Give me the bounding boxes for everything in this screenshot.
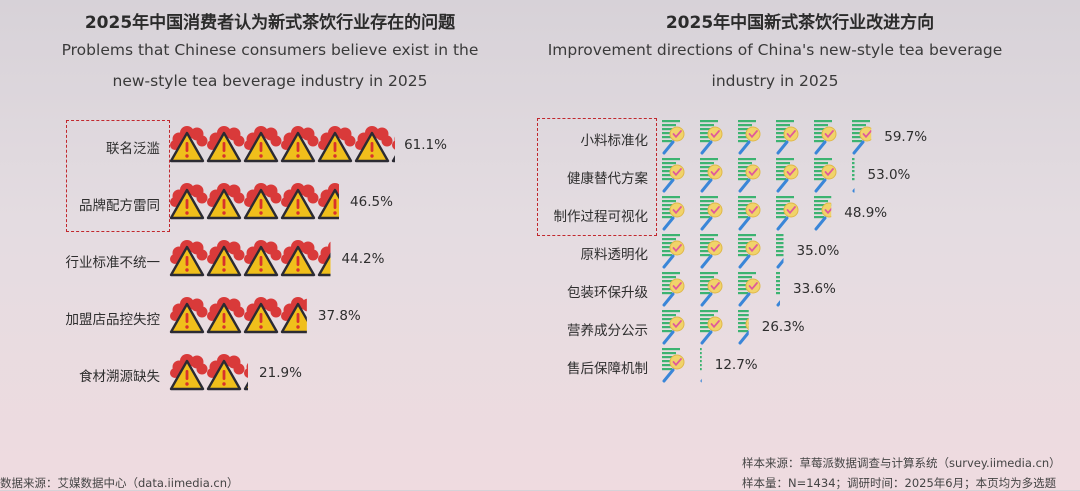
right-category-label: 健康替代方案 — [567, 171, 648, 187]
left-category-label: 品牌配方雷同 — [79, 198, 160, 214]
left-value-label: 46.5% — [350, 194, 393, 210]
warning-icon — [353, 124, 394, 163]
checklist-icon — [812, 156, 838, 193]
checklist-icon — [660, 308, 686, 345]
checklist-icon — [660, 232, 686, 269]
right-category-label: 原料透明化 — [580, 247, 649, 263]
left-category-label: 行业标准不统一 — [65, 255, 161, 271]
warning-icon — [279, 238, 320, 277]
left-chart-marks — [168, 124, 395, 391]
checklist-icon — [660, 346, 686, 383]
warning-icon — [168, 181, 209, 220]
checklist-icon — [660, 194, 686, 231]
warning-icon — [168, 124, 209, 163]
right-value-label: 53.0% — [867, 167, 911, 183]
left-chart-subtitle: Problems that Chinese consumers believe … — [61, 41, 479, 90]
checklist-icon — [812, 118, 838, 155]
left-value-label: 37.8% — [317, 308, 361, 324]
left-chart-title: 2025年中国消费者认为新式茶饮行业存在的问题 — [84, 13, 456, 33]
checklist-icon — [736, 270, 762, 307]
warning-icon — [242, 238, 283, 277]
warning-icon — [242, 124, 283, 163]
checklist-icon — [774, 232, 784, 269]
checklist-icon — [698, 194, 724, 231]
right-category-label: 营养成分公示 — [567, 323, 648, 339]
checklist-icon — [774, 118, 800, 155]
checklist-icon — [698, 308, 724, 345]
checklist-icon — [774, 156, 800, 193]
right-value-label: 26.3% — [761, 319, 805, 335]
right-value-label: 12.7% — [714, 357, 758, 373]
right-value-label: 48.9% — [844, 205, 888, 221]
warning-icon — [316, 124, 357, 163]
warning-icon — [205, 124, 246, 163]
checklist-icon — [774, 194, 800, 231]
checklist-icon — [698, 270, 724, 307]
footer-source-left: 数据来源：艾媒数据中心（data.iimedia.cn） — [0, 476, 239, 490]
footer-sample-source: 样本来源：草莓派数据调查与计算系统（survey.iimedia.cn） — [742, 456, 1061, 470]
right-value-label: 33.6% — [793, 281, 836, 297]
left-value-label: 21.9% — [259, 365, 302, 381]
right-category-label: 售后保障机制 — [567, 361, 648, 377]
warning-icon — [205, 238, 246, 277]
right-category-label: 包装环保升级 — [567, 285, 648, 301]
right-highlight-box — [537, 118, 657, 236]
warning-icon — [205, 181, 246, 220]
right-value-label: 35.0% — [796, 243, 840, 259]
checklist-icon — [660, 156, 686, 193]
checklist-icon — [736, 118, 762, 155]
checklist-icon — [736, 194, 762, 231]
right-chart-title: 2025年中国新式茶饮行业改进方向 — [665, 13, 935, 33]
checklist-icon — [698, 232, 724, 269]
checklist-icon — [736, 232, 762, 269]
checklist-icon — [736, 156, 762, 193]
warning-icon — [205, 352, 246, 391]
right-category-label: 小料标准化 — [580, 133, 649, 149]
right-category-label: 制作过程可视化 — [553, 209, 649, 225]
warning-icon — [168, 295, 209, 334]
warning-icon — [279, 124, 320, 163]
warning-icon — [168, 352, 209, 391]
warning-icon — [279, 181, 320, 220]
left-value-label: 61.1% — [404, 137, 447, 153]
warning-icon — [205, 295, 246, 334]
checklist-icon — [660, 118, 686, 155]
warning-icon — [242, 181, 283, 220]
checklist-icon — [736, 308, 749, 345]
checklist-icon — [812, 194, 832, 231]
left-category-label: 加盟店品控失控 — [65, 312, 161, 328]
right-chart-subtitle: Improvement directions of China's new-st… — [547, 41, 1003, 90]
checklist-icon — [698, 118, 724, 155]
checklist-icon — [660, 270, 686, 307]
left-category-label: 食材溯源缺失 — [79, 369, 160, 385]
checklist-icon — [850, 118, 872, 155]
right-value-label: 59.7% — [884, 129, 928, 145]
warning-icon — [242, 295, 283, 334]
checklist-icon — [698, 156, 724, 193]
right-chart-marks — [660, 118, 872, 383]
left-highlight-box — [66, 120, 170, 232]
warning-icon — [168, 238, 209, 277]
footer-sample-info: 样本量：N=1434；调研时间：2025年6月；本页均为多选题 — [742, 476, 1057, 490]
left-value-label: 44.2% — [341, 251, 385, 267]
left-category-label: 联名泛滥 — [106, 141, 160, 157]
warning-icon — [279, 295, 307, 334]
